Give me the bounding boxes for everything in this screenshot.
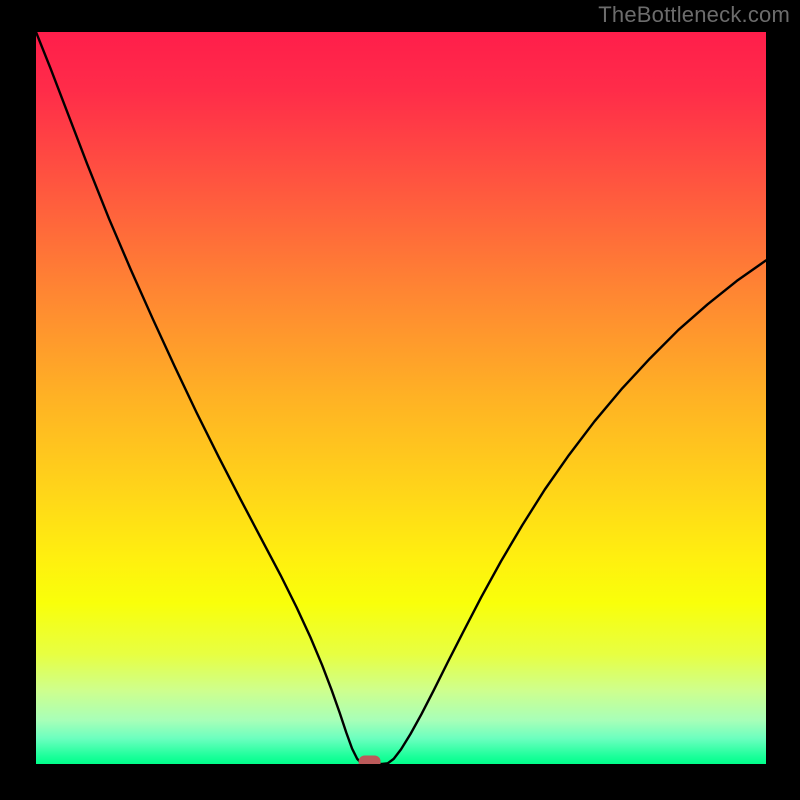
bottleneck-chart [0, 0, 800, 800]
watermark-text: TheBottleneck.com [598, 2, 790, 28]
optimum-marker [359, 756, 381, 769]
chart-container: TheBottleneck.com [0, 0, 800, 800]
plot-background [36, 32, 766, 764]
